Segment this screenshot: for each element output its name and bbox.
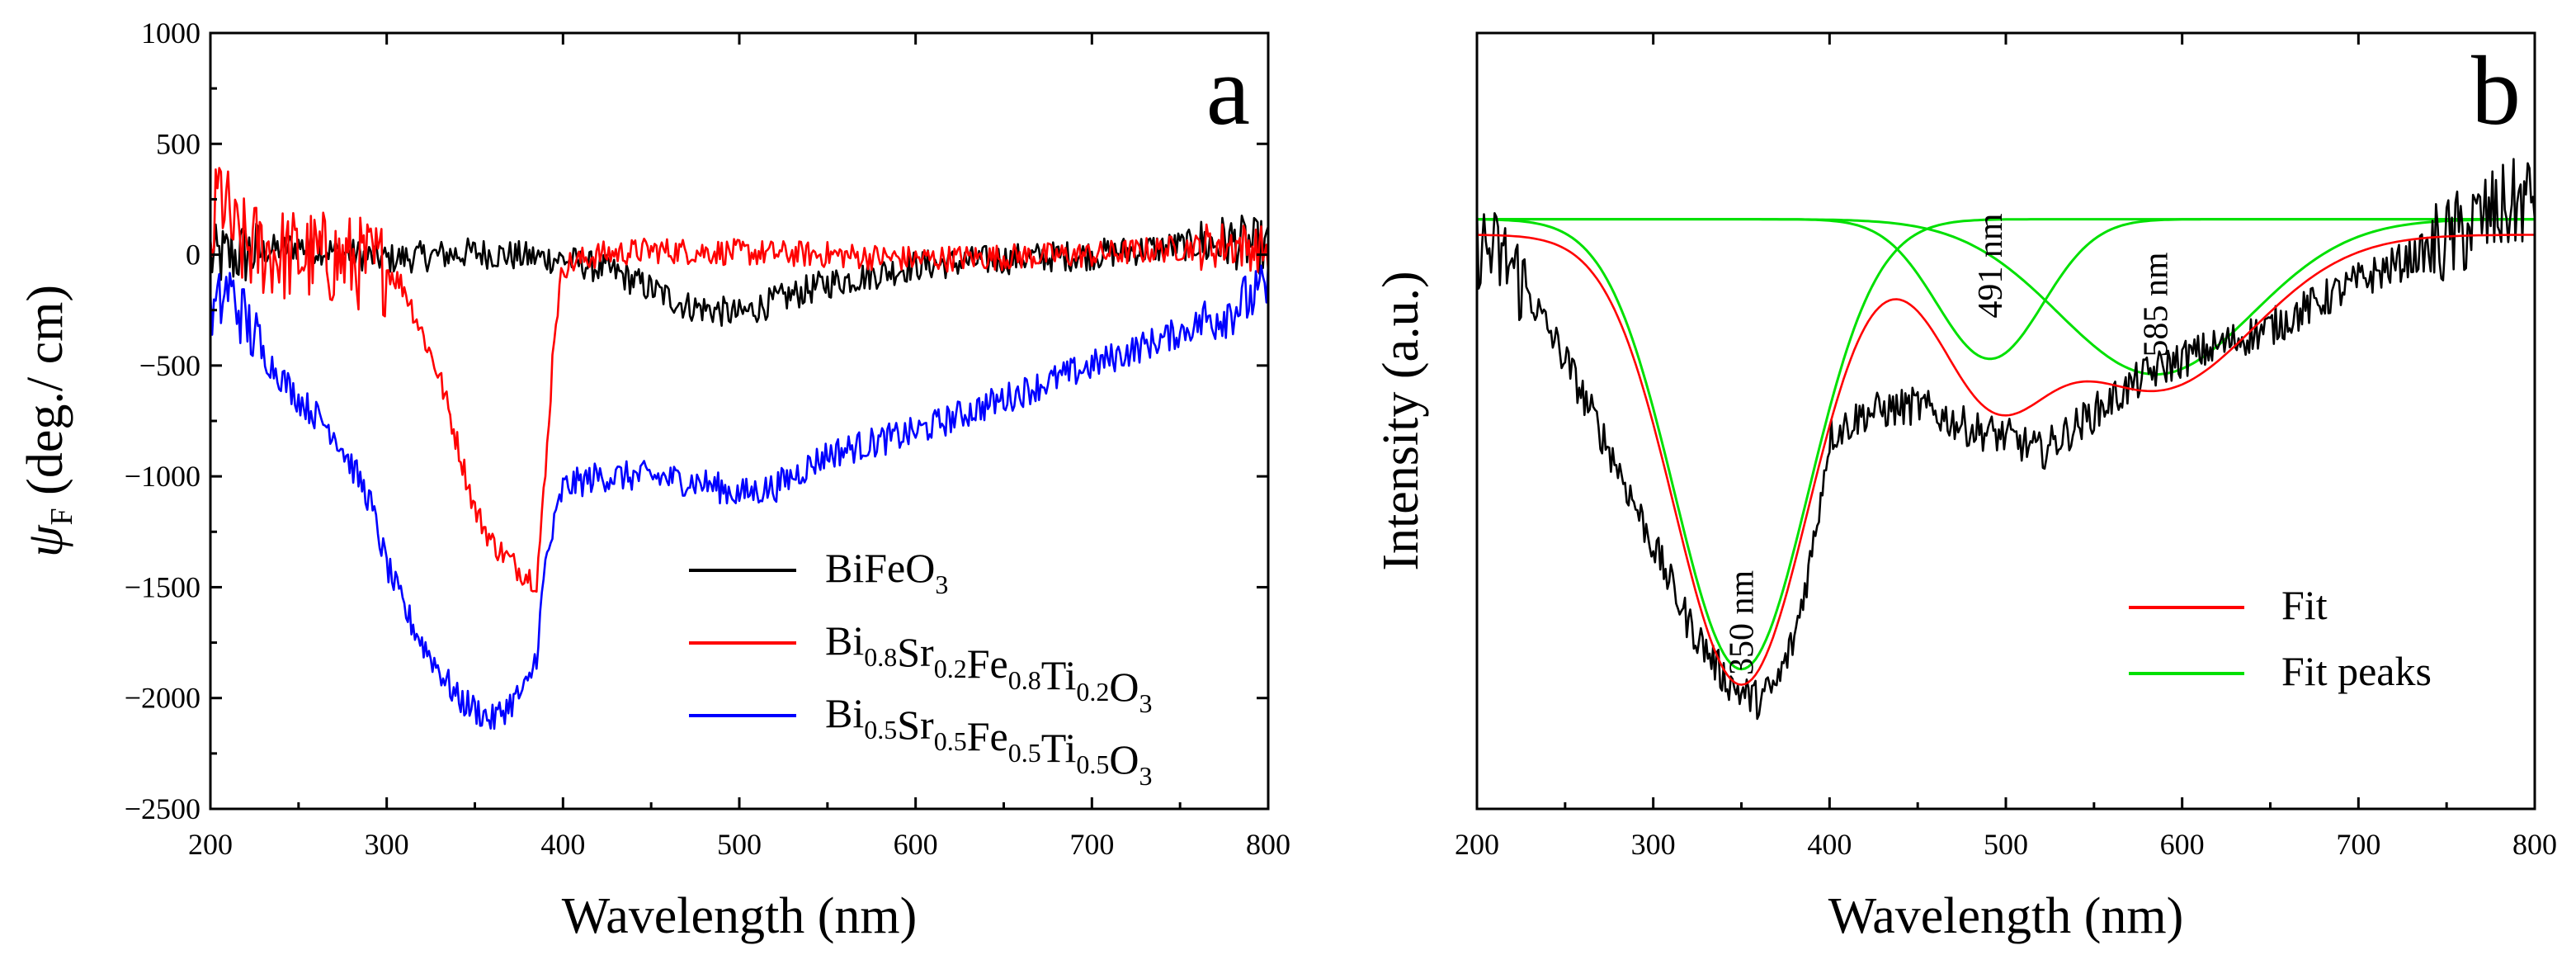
y-axis-psi-subscript: F (45, 508, 79, 525)
panel-b-legend-label-0: Fit (2281, 582, 2328, 628)
panel-a-x-tick-label: 400 (540, 828, 585, 861)
panel-a-series-line-2 (209, 263, 1270, 730)
panel-a-legend-label-0: BiFeO3 (825, 545, 948, 599)
panel-a-y-tick-label: −500 (139, 349, 201, 382)
panel-b-fit-group (1475, 234, 2536, 686)
panel-b-peak-label-0: 350 nm (1724, 570, 1762, 675)
panel-a-x-tick-label: 500 (717, 828, 762, 861)
panel-b-x-tick-label: 300 (1631, 828, 1676, 861)
panel-b: 200 300 400 500 600 700 800 b Wavelength (nm) … (1373, 31, 2557, 944)
panel-a-x-tick-label: 200 (188, 828, 233, 861)
panel-a-y-tick-label: 1000 (141, 17, 201, 50)
panel-b-y-axis-title: Intensity (a.u.) (1373, 271, 1429, 570)
panel-b-data-group (1475, 158, 2536, 721)
panel-a-x-axis-title: Wavelength (nm) (562, 888, 918, 944)
panel-a-y-tick-label: −2000 (125, 682, 201, 715)
panel-a-y-tick-label: 0 (186, 239, 201, 272)
panel-b-x-tick-label: 500 (1984, 828, 2028, 861)
panel-a-y-tick-label: 500 (156, 127, 201, 160)
y-axis-units: (deg./ cm) (17, 285, 73, 508)
panel-b-fit-peak-2 (1475, 218, 2536, 376)
panel-a-y-tick-label: −2500 (125, 792, 201, 825)
panel-a-series-line-1 (209, 167, 1270, 593)
panel-a-y-tick-label: −1000 (125, 460, 201, 493)
panel-a-series-group (209, 167, 1270, 730)
panel-a-y-axis-title: ψF (deg./ cm) (17, 285, 79, 557)
panel-b-fit-peaks-group (1475, 218, 2536, 671)
panel-b-x-tick-label: 600 (2160, 828, 2205, 861)
panel-b-legend: Fit Fit peaks (2129, 582, 2432, 694)
panel-b-fit-line (1475, 234, 2536, 686)
panel-a: 200 300 400 500 600 700 800 1000 500 0 −500 −1000 −… (17, 17, 1290, 944)
panel-b-plot-area (1475, 158, 2536, 721)
panel-a-letter: a (1206, 35, 1250, 145)
panel-b-peak-annotations: 350 nm 491 nm 585 nm (1724, 213, 2176, 675)
panel-a-series-line-0 (209, 215, 1270, 327)
panel-a-legend: BiFeO3 Bi0.8Sr0.2Fe0.8Ti0.2O3Bi0.5Sr0.5Fe… (689, 545, 1153, 791)
panel-b-letter: b (2471, 35, 2521, 145)
panel-b-measured-line (1475, 158, 2536, 721)
panel-a-plot-area (209, 167, 1270, 730)
panel-b-x-tick-label: 800 (2512, 828, 2557, 861)
panel-a-y-ticks: 1000 500 0 −500 −1000 −1500 −2000 −2500 (125, 17, 1268, 825)
panel-b-x-axis-title: Wavelength (nm) (1828, 888, 2184, 944)
panel-b-x-tick-label: 400 (1807, 828, 1852, 861)
panel-b-x-tick-label: 200 (1455, 828, 1499, 861)
panel-a-legend-label-2: Bi0.5Sr0.5Fe0.5Ti0.5O3 (825, 690, 1153, 791)
panel-a-x-ticks: 200 300 400 500 600 700 800 (188, 33, 1290, 861)
panel-b-peak-label-1: 491 nm (1972, 213, 2010, 319)
panel-b-x-tick-label: 700 (2336, 828, 2380, 861)
panel-b-legend-label-1: Fit peaks (2281, 648, 2432, 694)
panel-a-x-tick-label: 600 (894, 828, 938, 861)
y-axis-psi-symbol: ψ (17, 524, 73, 557)
panel-a-x-tick-label: 700 (1069, 828, 1114, 861)
panel-a-y-tick-label: −1500 (125, 570, 201, 603)
panel-b-x-ticks: 200 300 400 500 600 700 800 (1455, 33, 2557, 861)
panel-b-peak-label-2: 585 nm (2138, 252, 2176, 357)
panel-a-x-tick-label: 800 (1246, 828, 1290, 861)
panel-a-x-tick-label: 300 (365, 828, 409, 861)
panel-a-legend-label-1: Bi0.8Sr0.2Fe0.8Ti0.2O3 (825, 617, 1153, 718)
